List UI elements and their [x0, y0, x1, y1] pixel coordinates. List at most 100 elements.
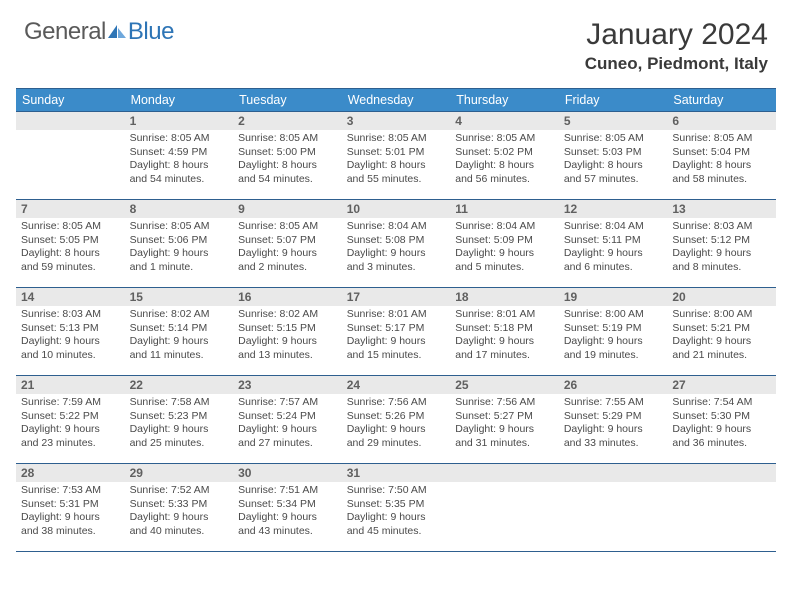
day-details: Sunrise: 7:56 AMSunset: 5:26 PMDaylight:…	[342, 394, 451, 455]
day-details: Sunrise: 7:56 AMSunset: 5:27 PMDaylight:…	[450, 394, 559, 455]
weekday-header: Sunday	[16, 89, 125, 112]
day-details: Sunrise: 8:05 AMSunset: 5:06 PMDaylight:…	[125, 218, 234, 279]
calendar-day-cell: 27Sunrise: 7:54 AMSunset: 5:30 PMDayligh…	[667, 376, 776, 464]
calendar-day-cell	[450, 464, 559, 552]
day-number: 3	[342, 112, 451, 130]
title-block: January 2024 Cuneo, Piedmont, Italy	[585, 18, 768, 74]
day-number: 20	[667, 288, 776, 306]
day-details: Sunrise: 7:55 AMSunset: 5:29 PMDaylight:…	[559, 394, 668, 455]
day-details: Sunrise: 8:05 AMSunset: 4:59 PMDaylight:…	[125, 130, 234, 191]
day-details: Sunrise: 8:05 AMSunset: 5:07 PMDaylight:…	[233, 218, 342, 279]
month-year-title: January 2024	[585, 18, 768, 52]
calendar-day-cell: 16Sunrise: 8:02 AMSunset: 5:15 PMDayligh…	[233, 288, 342, 376]
calendar-day-cell: 19Sunrise: 8:00 AMSunset: 5:19 PMDayligh…	[559, 288, 668, 376]
day-details: Sunrise: 8:05 AMSunset: 5:00 PMDaylight:…	[233, 130, 342, 191]
day-details: Sunrise: 8:02 AMSunset: 5:14 PMDaylight:…	[125, 306, 234, 367]
day-number-empty	[450, 464, 559, 482]
calendar-day-cell: 23Sunrise: 7:57 AMSunset: 5:24 PMDayligh…	[233, 376, 342, 464]
day-number-empty	[16, 112, 125, 130]
calendar-day-cell: 9Sunrise: 8:05 AMSunset: 5:07 PMDaylight…	[233, 200, 342, 288]
calendar-header-row: SundayMondayTuesdayWednesdayThursdayFrid…	[16, 89, 776, 112]
calendar-day-cell: 10Sunrise: 8:04 AMSunset: 5:08 PMDayligh…	[342, 200, 451, 288]
day-number: 14	[16, 288, 125, 306]
day-details: Sunrise: 8:04 AMSunset: 5:09 PMDaylight:…	[450, 218, 559, 279]
day-number: 25	[450, 376, 559, 394]
calendar-day-cell: 4Sunrise: 8:05 AMSunset: 5:02 PMDaylight…	[450, 112, 559, 200]
calendar-day-cell: 14Sunrise: 8:03 AMSunset: 5:13 PMDayligh…	[16, 288, 125, 376]
weekday-header: Wednesday	[342, 89, 451, 112]
day-number: 8	[125, 200, 234, 218]
day-details: Sunrise: 8:05 AMSunset: 5:05 PMDaylight:…	[16, 218, 125, 279]
day-details: Sunrise: 7:50 AMSunset: 5:35 PMDaylight:…	[342, 482, 451, 543]
header: General Blue January 2024 Cuneo, Piedmon…	[0, 0, 792, 80]
day-details: Sunrise: 8:05 AMSunset: 5:03 PMDaylight:…	[559, 130, 668, 191]
calendar-week-row: 7Sunrise: 8:05 AMSunset: 5:05 PMDaylight…	[16, 200, 776, 288]
calendar-week-row: 1Sunrise: 8:05 AMSunset: 4:59 PMDaylight…	[16, 112, 776, 200]
calendar-week-row: 14Sunrise: 8:03 AMSunset: 5:13 PMDayligh…	[16, 288, 776, 376]
day-number: 23	[233, 376, 342, 394]
day-details: Sunrise: 8:01 AMSunset: 5:17 PMDaylight:…	[342, 306, 451, 367]
calendar-day-cell: 20Sunrise: 8:00 AMSunset: 5:21 PMDayligh…	[667, 288, 776, 376]
calendar-day-cell: 26Sunrise: 7:55 AMSunset: 5:29 PMDayligh…	[559, 376, 668, 464]
day-number: 16	[233, 288, 342, 306]
location-subtitle: Cuneo, Piedmont, Italy	[585, 54, 768, 74]
day-number: 28	[16, 464, 125, 482]
day-details: Sunrise: 8:00 AMSunset: 5:19 PMDaylight:…	[559, 306, 668, 367]
calendar-day-cell: 17Sunrise: 8:01 AMSunset: 5:17 PMDayligh…	[342, 288, 451, 376]
calendar-day-cell: 31Sunrise: 7:50 AMSunset: 5:35 PMDayligh…	[342, 464, 451, 552]
calendar-day-cell: 13Sunrise: 8:03 AMSunset: 5:12 PMDayligh…	[667, 200, 776, 288]
day-number: 6	[667, 112, 776, 130]
calendar-day-cell: 1Sunrise: 8:05 AMSunset: 4:59 PMDaylight…	[125, 112, 234, 200]
day-number: 19	[559, 288, 668, 306]
day-details: Sunrise: 8:02 AMSunset: 5:15 PMDaylight:…	[233, 306, 342, 367]
calendar-day-cell: 28Sunrise: 7:53 AMSunset: 5:31 PMDayligh…	[16, 464, 125, 552]
weekday-header: Saturday	[667, 89, 776, 112]
calendar-week-row: 28Sunrise: 7:53 AMSunset: 5:31 PMDayligh…	[16, 464, 776, 552]
calendar-day-cell: 2Sunrise: 8:05 AMSunset: 5:00 PMDaylight…	[233, 112, 342, 200]
calendar-day-cell: 15Sunrise: 8:02 AMSunset: 5:14 PMDayligh…	[125, 288, 234, 376]
calendar-day-cell: 18Sunrise: 8:01 AMSunset: 5:18 PMDayligh…	[450, 288, 559, 376]
day-details: Sunrise: 7:53 AMSunset: 5:31 PMDaylight:…	[16, 482, 125, 543]
day-details: Sunrise: 8:05 AMSunset: 5:04 PMDaylight:…	[667, 130, 776, 191]
day-number-empty	[667, 464, 776, 482]
day-number-empty	[559, 464, 668, 482]
calendar-day-cell	[16, 112, 125, 200]
day-number: 1	[125, 112, 234, 130]
calendar-day-cell: 6Sunrise: 8:05 AMSunset: 5:04 PMDaylight…	[667, 112, 776, 200]
day-number: 31	[342, 464, 451, 482]
day-details: Sunrise: 8:04 AMSunset: 5:08 PMDaylight:…	[342, 218, 451, 279]
calendar-day-cell	[667, 464, 776, 552]
day-number: 17	[342, 288, 451, 306]
day-number: 24	[342, 376, 451, 394]
weekday-header: Monday	[125, 89, 234, 112]
day-number: 10	[342, 200, 451, 218]
day-number: 18	[450, 288, 559, 306]
weekday-header: Thursday	[450, 89, 559, 112]
calendar-day-cell: 7Sunrise: 8:05 AMSunset: 5:05 PMDaylight…	[16, 200, 125, 288]
calendar-day-cell	[559, 464, 668, 552]
day-number: 15	[125, 288, 234, 306]
calendar-day-cell: 8Sunrise: 8:05 AMSunset: 5:06 PMDaylight…	[125, 200, 234, 288]
calendar-day-cell: 25Sunrise: 7:56 AMSunset: 5:27 PMDayligh…	[450, 376, 559, 464]
weekday-header: Tuesday	[233, 89, 342, 112]
day-details: Sunrise: 7:54 AMSunset: 5:30 PMDaylight:…	[667, 394, 776, 455]
day-number: 9	[233, 200, 342, 218]
day-details: Sunrise: 7:51 AMSunset: 5:34 PMDaylight:…	[233, 482, 342, 543]
day-number: 22	[125, 376, 234, 394]
day-number: 21	[16, 376, 125, 394]
day-number: 7	[16, 200, 125, 218]
day-details: Sunrise: 8:00 AMSunset: 5:21 PMDaylight:…	[667, 306, 776, 367]
calendar-day-cell: 5Sunrise: 8:05 AMSunset: 5:03 PMDaylight…	[559, 112, 668, 200]
day-number: 2	[233, 112, 342, 130]
brand-logo: General Blue	[24, 18, 174, 46]
calendar-day-cell: 21Sunrise: 7:59 AMSunset: 5:22 PMDayligh…	[16, 376, 125, 464]
day-details: Sunrise: 8:01 AMSunset: 5:18 PMDaylight:…	[450, 306, 559, 367]
calendar-day-cell: 11Sunrise: 8:04 AMSunset: 5:09 PMDayligh…	[450, 200, 559, 288]
day-details: Sunrise: 8:03 AMSunset: 5:13 PMDaylight:…	[16, 306, 125, 367]
day-number: 26	[559, 376, 668, 394]
day-number: 13	[667, 200, 776, 218]
day-number: 11	[450, 200, 559, 218]
day-number: 5	[559, 112, 668, 130]
day-number: 30	[233, 464, 342, 482]
day-details: Sunrise: 7:52 AMSunset: 5:33 PMDaylight:…	[125, 482, 234, 543]
